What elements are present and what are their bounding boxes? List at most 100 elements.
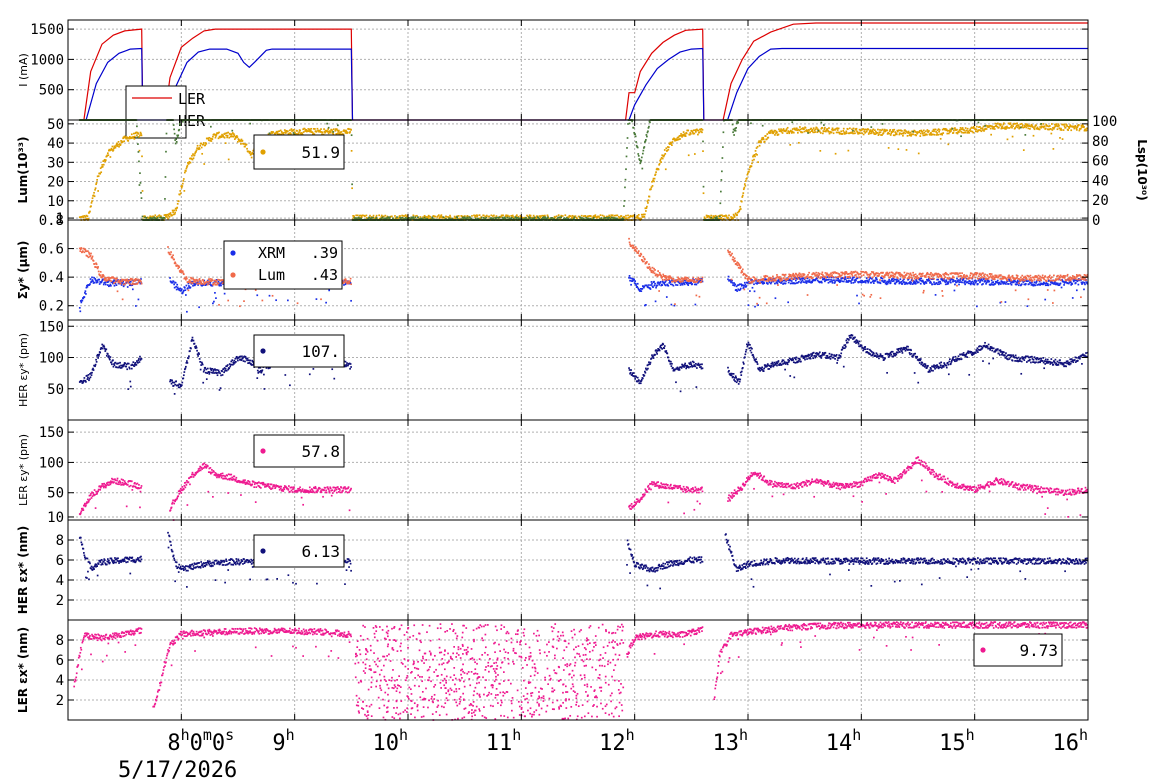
data-point [256,294,259,297]
data-point [290,133,292,135]
data-point [829,280,832,283]
data-point [391,215,393,218]
data-point [823,128,826,131]
data-point [349,131,351,133]
data-point [717,217,720,220]
series-lum-0 [78,122,1089,221]
data-point [631,280,634,283]
y-tick-label: 50 [47,117,64,133]
data-point [995,125,998,127]
data-point [757,161,759,163]
data-point [700,130,702,133]
data-point [320,128,322,130]
data-point [332,133,335,135]
data-point [81,299,84,302]
data-point [571,216,573,219]
data-point [485,214,488,217]
data-point [234,135,237,138]
data-point [173,286,176,289]
data-point [296,130,298,132]
data-point [899,132,901,135]
data-point [307,130,310,133]
data-point [778,280,780,283]
data-point [154,214,157,217]
data-point [833,282,836,284]
data-point [922,129,925,132]
legend-box [125,85,187,139]
data-point [400,217,402,219]
data-point [731,282,734,284]
data-point [445,218,447,220]
data-point [736,214,739,216]
data-point [634,133,637,136]
data-point [414,216,417,219]
data-point [629,214,632,217]
data-point [733,284,736,287]
data-point [224,132,226,135]
data-point [547,216,549,219]
data-point [1018,126,1021,129]
data-point [644,140,647,143]
data-point [487,215,490,218]
data-point [109,156,112,158]
data-point [210,125,212,128]
data-point [103,158,106,161]
data-point [531,217,533,220]
data-point [688,133,691,136]
data-point [658,162,661,165]
data-point [771,130,774,133]
data-point [95,281,98,284]
data-point [901,130,903,132]
data-point [914,133,917,136]
data-point [691,130,694,133]
data-point [987,125,989,127]
data-point [91,276,93,279]
data-point [798,129,801,132]
data-point [741,196,744,198]
data-point [808,279,811,281]
data-point [756,153,758,156]
data-point [279,129,282,132]
data-point [220,136,223,138]
data-point [909,131,912,134]
data-point [609,216,612,218]
data-point [731,123,734,126]
data-point [569,215,572,218]
data-point [613,214,616,217]
data-point [111,148,113,151]
data-point [965,129,968,132]
data-point [788,132,791,135]
data-point [177,200,180,203]
data-point [864,280,867,282]
data-point [1085,129,1088,132]
data-point [221,280,224,283]
data-point [683,282,685,284]
data-point [1032,126,1034,128]
data-point [876,131,879,134]
panel-lum: 11020304050Lum(10³³)020406080100Lsp(10³⁰… [16,114,1149,229]
data-point [215,133,218,136]
data-point [325,301,327,304]
data-point [144,216,146,219]
data-point [131,137,134,139]
data-point [537,217,540,219]
data-point [224,142,227,144]
data-point [774,297,777,300]
data-point [974,128,977,131]
data-point [290,128,293,130]
data-point [663,282,666,285]
data-point [631,277,633,280]
data-point [388,218,391,220]
data-point [544,214,546,217]
data-point [805,280,807,282]
data-point [694,129,697,131]
data-point [139,131,142,134]
data-point [302,128,305,131]
data-point [338,129,340,132]
data-point [642,286,645,289]
data-point [845,281,848,283]
data-point [921,132,924,135]
data-point [676,136,679,139]
data-point [297,133,300,135]
data-point [691,131,694,134]
